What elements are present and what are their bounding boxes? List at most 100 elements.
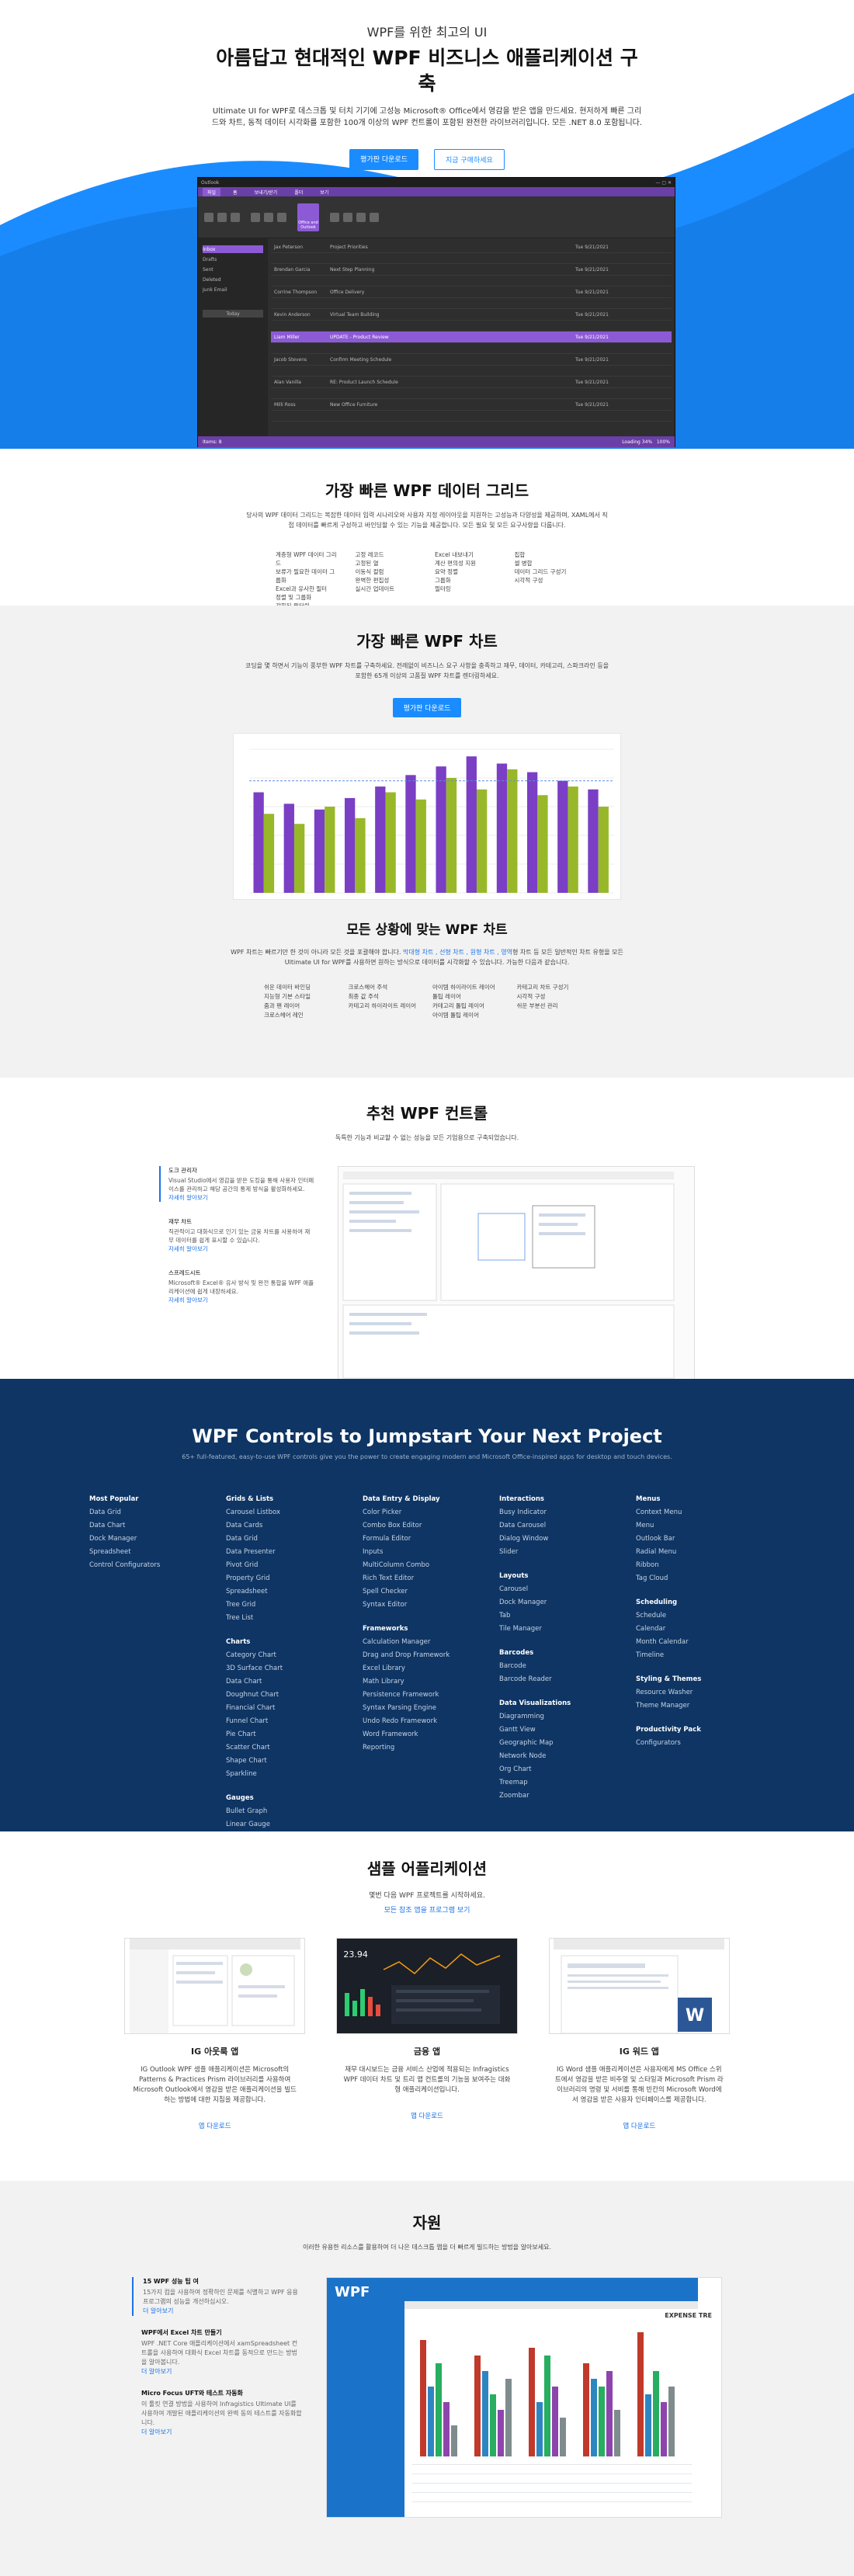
directory-link[interactable]: Excel Library [363, 1665, 405, 1672]
directory-link[interactable]: Tag Cloud [636, 1574, 668, 1582]
learn-more-link[interactable]: 자세히 알아보기 [168, 1245, 208, 1252]
directory-link[interactable]: Color Picker [363, 1508, 402, 1516]
directory-link[interactable]: Resource Washer [636, 1689, 693, 1696]
directory-link[interactable]: Dialog Window [499, 1535, 549, 1543]
directory-link[interactable]: Calendar [636, 1625, 666, 1633]
directory-link[interactable]: Busy Indicator [499, 1508, 547, 1516]
control-tab-financial-chart[interactable]: 재무 차트 직관적이고 대화식으로 인기 있는 금융 차트를 사용하여 재무 데이… [159, 1217, 314, 1253]
directory-link[interactable]: Spreadsheet [226, 1588, 268, 1595]
status-left: Items: 8 [203, 439, 222, 445]
directory-link[interactable]: Financial Chart [226, 1704, 276, 1712]
resource-item[interactable]: Micro Focus UFT와 테스트 자동화 이 툴킷 연결 방법을 사용하여… [132, 2389, 303, 2437]
directory-link[interactable]: Treemap [499, 1779, 528, 1786]
feature-item: Excel과 유사한 필터 [276, 585, 328, 592]
directory-link[interactable]: Undo Redo Framework [363, 1717, 438, 1725]
directory-link[interactable]: Timeline [636, 1651, 665, 1659]
directory-link[interactable]: Tab [499, 1612, 511, 1620]
directory-link[interactable]: Pie Chart [226, 1731, 256, 1738]
directory-link[interactable]: Month Calendar [636, 1638, 689, 1646]
directory-link[interactable]: Barcode [499, 1662, 526, 1670]
directory-link[interactable]: Dock Manager [89, 1535, 137, 1543]
directory-link[interactable]: Spreadsheet [89, 1548, 131, 1556]
directory-link[interactable]: Carousel Listbox [226, 1508, 280, 1516]
download-app-link[interactable]: 앱 다운로드 [411, 2113, 443, 2120]
download-app-link[interactable]: 앱 다운로드 [623, 2123, 656, 2130]
directory-link[interactable]: Data Chart [226, 1678, 262, 1686]
directory-link[interactable]: Outlook Bar [636, 1535, 675, 1543]
directory-link[interactable]: Pivot Grid [226, 1561, 259, 1569]
directory-link[interactable]: Dock Manager [499, 1599, 547, 1606]
directory-link[interactable]: 3D Surface Chart [226, 1665, 283, 1672]
directory-link[interactable]: Property Grid [226, 1574, 270, 1582]
buy-now-button[interactable]: 지금 구매하세요 [434, 149, 505, 170]
control-tab-dock-manager[interactable]: 도크 관리자 Visual Studio에서 영감을 받은 도킹을 통해 사용자 … [159, 1166, 314, 1202]
directory-link[interactable]: Spell Checker [363, 1588, 408, 1595]
directory-link[interactable]: Formula Editor [363, 1535, 411, 1543]
directory-link[interactable]: Category Chart [226, 1651, 276, 1659]
directory-link[interactable]: Network Node [499, 1752, 547, 1760]
directory-link[interactable]: Control Configurators [89, 1561, 161, 1569]
feature-item: 실시간 업데이트 [355, 585, 395, 592]
directory-link[interactable]: Scatter Chart [226, 1744, 270, 1751]
learn-more-link[interactable]: 더 알아보기 [141, 2428, 172, 2435]
directory-link[interactable]: Shape Chart [226, 1757, 267, 1765]
directory-link[interactable]: Context Menu [636, 1508, 682, 1516]
sheet-title: EXPENSE TRE [665, 2312, 712, 2319]
resource-item[interactable]: 15 WPF 성능 팁 여 15가지 컴을 사용하여 정확하인 문제를 식별하고 … [132, 2277, 303, 2316]
directory-link[interactable]: MultiColumn Combo [363, 1561, 430, 1569]
directory-link[interactable]: Carousel [499, 1585, 529, 1593]
directory-link[interactable]: Math Library [363, 1678, 404, 1686]
chart-types-link[interactable]: 막대형 차트 , 선형 차트 , 원형 차트 , 영역 [403, 949, 512, 956]
directory-link[interactable]: Menu [636, 1522, 654, 1529]
control-tab-spreadsheet[interactable]: 스프레드시트 Microsoft® Excel® 유사 방식 및 완전 통합을 W… [159, 1269, 314, 1304]
learn-more-link[interactable]: 자세히 알아보기 [168, 1194, 208, 1201]
directory-link[interactable]: Zoombar [499, 1792, 529, 1800]
directory-link[interactable]: Data Presenter [226, 1548, 276, 1556]
directory-link[interactable]: Rich Text Editor [363, 1574, 415, 1582]
directory-link[interactable]: Configurators [636, 1739, 681, 1747]
mail-cell: Next Step Planning [330, 266, 375, 273]
learn-more-link[interactable]: 자세히 알아보기 [168, 1297, 208, 1304]
view-all-apps-link[interactable]: 모든 참조 앱을 프로그램 보기 [384, 1907, 470, 1915]
download-trial-button[interactable]: 평가판 다운로드 [349, 149, 418, 170]
directory-link[interactable]: Inputs [363, 1548, 384, 1556]
feature-item: 지능형 기본 스타일 [264, 993, 311, 1000]
directory-link[interactable]: Funnel Chart [226, 1717, 269, 1725]
directory-link[interactable]: Tile Manager [499, 1625, 542, 1633]
directory-link[interactable]: Persistence Framework [363, 1691, 439, 1699]
resource-item[interactable]: WPF에서 Excel 차트 만들기 WPF .NET Core 애플리케이션에서… [132, 2328, 303, 2376]
directory-link[interactable]: Diagramming [499, 1713, 544, 1720]
directory-link[interactable]: Drag and Drop Framework [363, 1651, 450, 1659]
directory-link[interactable]: Sparkline [226, 1770, 257, 1778]
directory-link[interactable]: Tree List [226, 1614, 254, 1622]
directory-link[interactable]: Data Grid [226, 1535, 258, 1543]
directory-link[interactable]: Data Cards [226, 1522, 263, 1529]
directory-link[interactable]: Doughnut Chart [226, 1691, 279, 1699]
directory-link[interactable]: Slider [499, 1548, 519, 1556]
directory-link[interactable]: Reporting [363, 1744, 395, 1751]
directory-link[interactable]: Theme Manager [636, 1702, 690, 1710]
directory-heading: Productivity Pack [636, 1726, 701, 1734]
directory-link[interactable]: Bullet Graph [226, 1807, 268, 1815]
directory-link[interactable]: Linear Gauge [226, 1821, 270, 1828]
directory-link[interactable]: Tree Grid [226, 1601, 256, 1609]
directory-link[interactable]: Radial Menu [636, 1548, 677, 1556]
directory-link[interactable]: Word Framework [363, 1731, 418, 1738]
directory-link[interactable]: Syntax Parsing Engine [363, 1704, 436, 1712]
directory-link[interactable]: Barcode Reader [499, 1675, 552, 1683]
directory-link[interactable]: Data Carousel [499, 1522, 547, 1529]
directory-link[interactable]: Org Chart [499, 1765, 532, 1773]
directory-link[interactable]: Geographic Map [499, 1739, 554, 1747]
directory-link[interactable]: Syntax Editor [363, 1601, 408, 1609]
directory-link[interactable]: Combo Box Editor [363, 1522, 422, 1529]
directory-link[interactable]: Gantt View [499, 1726, 536, 1734]
directory-link[interactable]: Calculation Manager [363, 1638, 431, 1646]
directory-link[interactable]: Ribbon [636, 1561, 659, 1569]
directory-link[interactable]: Data Chart [89, 1522, 126, 1529]
charts-download-button[interactable]: 평가판 다운로드 [392, 698, 462, 717]
download-app-link[interactable]: 앱 다운로드 [198, 2123, 231, 2130]
directory-link[interactable]: Schedule [636, 1612, 667, 1620]
learn-more-link[interactable]: 더 알아보기 [143, 2307, 174, 2314]
directory-link[interactable]: Data Grid [89, 1508, 121, 1516]
learn-more-link[interactable]: 더 알아보기 [141, 2368, 172, 2375]
